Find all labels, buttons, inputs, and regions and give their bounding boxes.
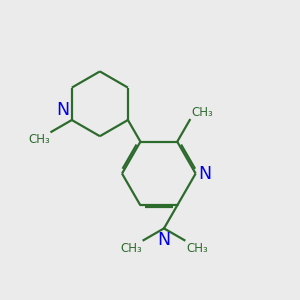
Text: CH₃: CH₃ bbox=[186, 242, 208, 255]
Text: N: N bbox=[199, 165, 212, 183]
Text: CH₃: CH₃ bbox=[120, 242, 142, 255]
Text: N: N bbox=[158, 231, 170, 249]
Text: N: N bbox=[56, 100, 70, 118]
Text: CH₃: CH₃ bbox=[192, 106, 214, 119]
Text: CH₃: CH₃ bbox=[28, 133, 50, 146]
